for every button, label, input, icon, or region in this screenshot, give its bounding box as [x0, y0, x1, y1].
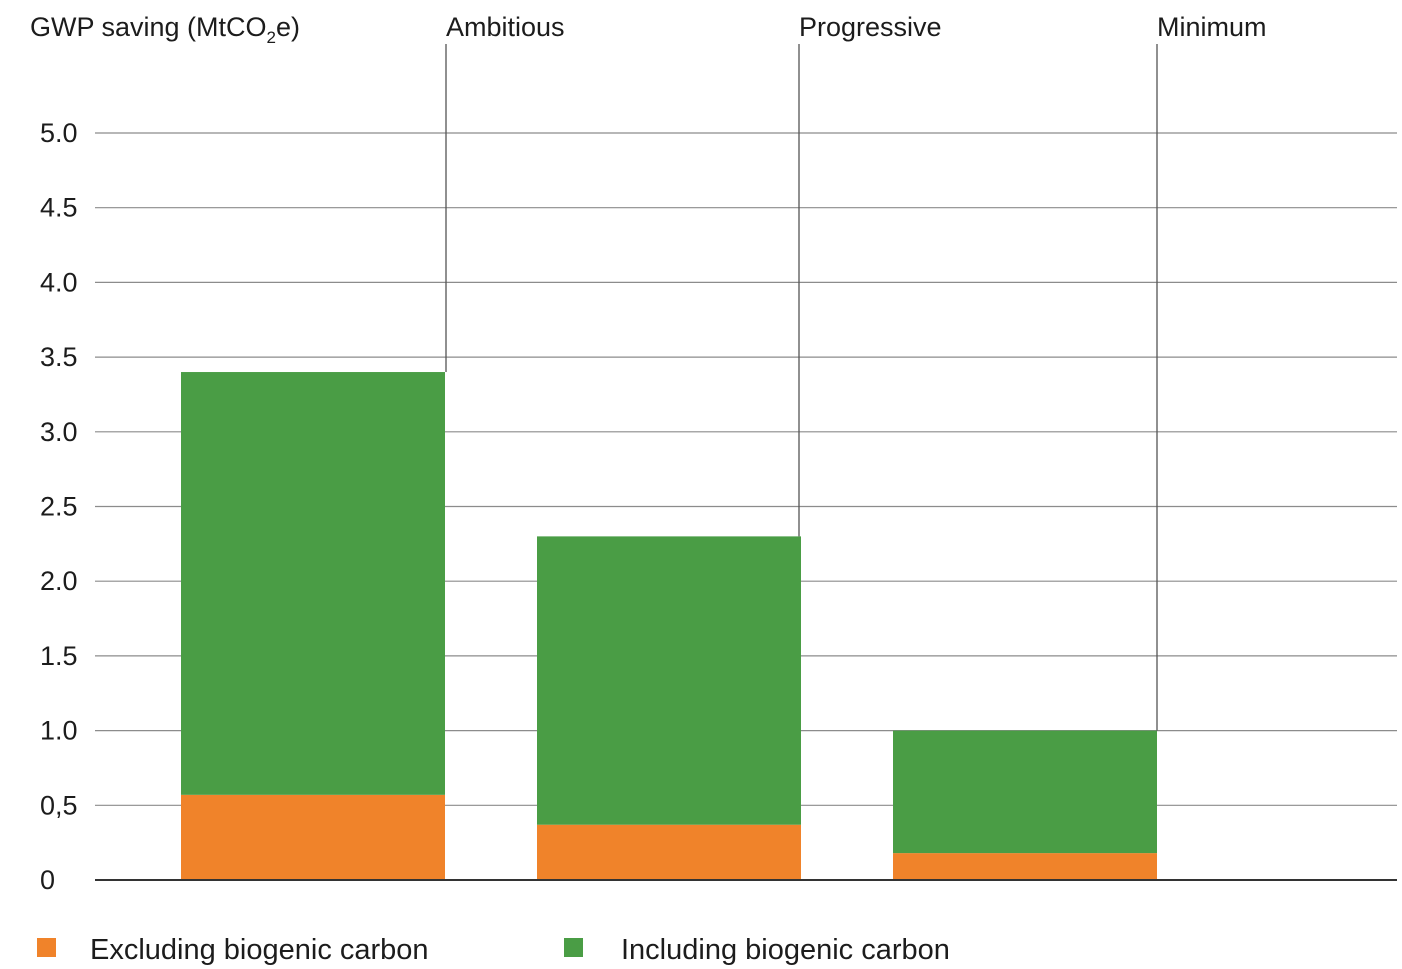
category-label-ambitious: Ambitious: [446, 12, 565, 42]
bar-including-progressive: [537, 536, 801, 825]
y-axis-ticks: 0 0,5 1.0 1.5 2.0 2.5 3.0 3.5 4.0 4.5 5.0: [40, 118, 78, 895]
y-tick-label: 0: [40, 865, 55, 895]
legend-swatch-including: [564, 938, 583, 957]
bar-excluding-progressive: [537, 824, 801, 880]
y-tick-label: 2.5: [40, 492, 78, 522]
bar-including-minimum: [893, 730, 1157, 854]
legend-label-excluding: Excluding biogenic carbon: [90, 934, 429, 966]
legend-label-including: Including biogenic carbon: [621, 934, 950, 966]
y-tick-label: 5.0: [40, 118, 78, 148]
y-axis-title-main: GWP saving (MtCO: [30, 12, 267, 42]
legend-swatch-excluding: [37, 938, 56, 957]
y-tick-label: 1.5: [40, 641, 78, 671]
bar-including-ambitious: [181, 372, 445, 795]
y-tick-label: 0,5: [40, 790, 78, 820]
category-labels: Ambitious Progressive Minimum: [446, 12, 1267, 42]
legend: Excluding biogenic carbon Including bioge…: [37, 934, 950, 966]
y-axis-title: GWP saving (MtCO2e): [30, 12, 300, 47]
category-label-minimum: Minimum: [1157, 12, 1267, 42]
y-tick-label: 3.0: [40, 417, 78, 447]
bar-excluding-minimum: [893, 853, 1157, 880]
y-tick-label: 1.0: [40, 716, 78, 746]
bars: [181, 372, 1157, 880]
category-label-progressive: Progressive: [799, 12, 942, 42]
y-tick-label: 4.5: [40, 193, 78, 223]
y-tick-label: 2.0: [40, 566, 78, 596]
y-tick-label: 3.5: [40, 342, 78, 372]
y-axis-title-end: e): [276, 12, 300, 42]
y-axis-title-subscript: 2: [267, 28, 276, 47]
category-dividers: [445, 44, 1158, 731]
bar-excluding-ambitious: [181, 794, 445, 880]
y-tick-label: 4.0: [40, 267, 78, 297]
